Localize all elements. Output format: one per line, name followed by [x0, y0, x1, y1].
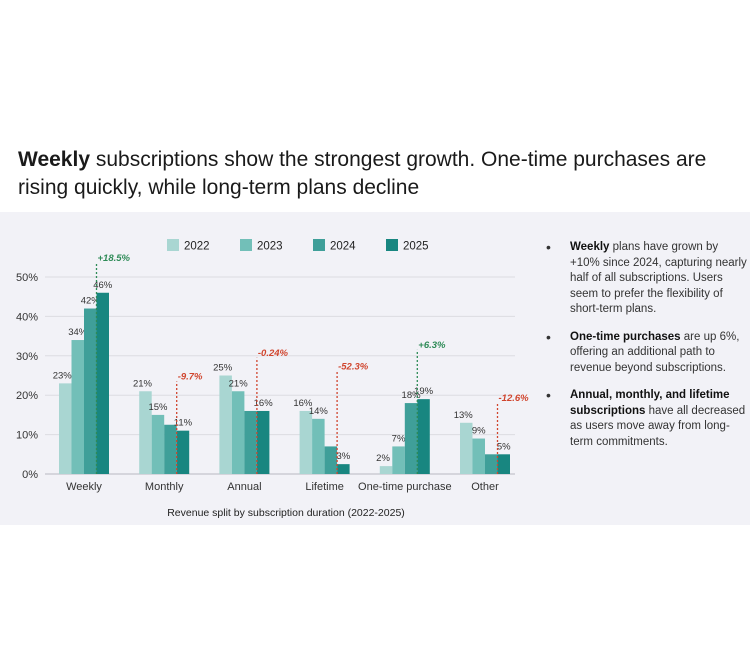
data-label: 3% — [336, 451, 350, 462]
bar-chart: 0% 10% 20% 30% 40% 50% 2022 2023 2024 2025 23% 34% 4… — [16, 239, 530, 519]
data-label: 23% — [53, 370, 73, 381]
headline: Weekly subscriptions show the strongest … — [18, 146, 718, 202]
y-tick-label: 50% — [16, 272, 38, 284]
data-label: 14% — [309, 406, 329, 417]
legend-swatch — [240, 239, 252, 251]
headline-bold: Weekly — [18, 148, 90, 171]
legend-label: 2025 — [403, 241, 429, 253]
bar — [485, 454, 498, 474]
note-long-term: • Annual, monthly, and lifetime subscript… — [543, 387, 748, 450]
data-label: 5% — [497, 441, 511, 452]
x-axis-title: Revenue split by subscription duration (… — [167, 507, 405, 519]
data-label: 2% — [376, 453, 390, 464]
change-label: -52.3% — [338, 362, 369, 373]
bullet-icon: • — [546, 239, 551, 255]
note-bold: Annual, monthly, and lifetime subscripti… — [570, 389, 730, 417]
bar — [312, 418, 325, 474]
legend-label: 2024 — [330, 241, 356, 253]
x-category-label: Annual — [227, 481, 261, 493]
data-label: 42% — [81, 296, 101, 307]
bar — [324, 446, 338, 474]
bar — [256, 410, 270, 474]
bar — [139, 391, 152, 474]
bar — [84, 308, 97, 474]
data-label: 16% — [254, 398, 274, 409]
note-text: plans have grown by +10% since 2024, cap… — [570, 241, 747, 315]
bar — [460, 422, 473, 474]
chart-panel: 0% 10% 20% 30% 40% 50% 2022 2023 2024 2025 23% 34% 4… — [0, 212, 750, 525]
data-label: 16% — [293, 398, 313, 409]
data-label: 46% — [93, 280, 113, 291]
x-category-label: Other — [471, 481, 499, 493]
x-category-label: Lifetime — [305, 481, 344, 493]
bar — [151, 414, 165, 474]
x-category-label: One-time purchase — [358, 481, 452, 493]
bar — [404, 403, 418, 474]
data-label: 7% — [392, 433, 406, 444]
note-one-time: • One-time purchases are up 6%, offering … — [543, 328, 748, 377]
y-tick-label: 10% — [16, 430, 38, 442]
legend-swatch — [313, 239, 325, 251]
change-label: +6.3% — [418, 340, 446, 351]
bar — [231, 391, 245, 474]
notes-list: • Weekly plans have grown by +10% since 2… — [543, 239, 748, 462]
data-label: 21% — [133, 378, 153, 389]
bar — [176, 430, 190, 474]
bar — [392, 446, 405, 474]
bar — [96, 292, 109, 474]
bar — [71, 340, 84, 474]
bar — [299, 410, 313, 474]
bar — [472, 438, 485, 474]
change-label: -9.7% — [178, 371, 203, 382]
bar — [164, 424, 177, 474]
y-tick-label: 0% — [22, 469, 38, 481]
data-label: 18% — [402, 390, 422, 401]
y-tick-label: 20% — [16, 390, 38, 402]
data-label: 13% — [454, 410, 474, 421]
legend-swatch — [386, 239, 398, 251]
y-tick-label: 40% — [16, 311, 38, 323]
note-text: have all decreased as users move away fr… — [570, 404, 746, 448]
bar — [417, 399, 430, 474]
change-label: +18.5% — [98, 253, 131, 264]
change-label: -12.6% — [499, 393, 530, 404]
change-label: -0.24% — [258, 348, 289, 359]
legend-label: 2023 — [257, 241, 283, 253]
data-label: 15% — [148, 402, 168, 413]
data-label: 34% — [68, 327, 88, 338]
bar — [244, 410, 257, 474]
bar — [59, 383, 72, 474]
data-label: 25% — [213, 363, 233, 374]
note-bold: One-time purchases — [570, 330, 681, 343]
y-tick-label: 30% — [16, 351, 38, 363]
headline-rest: subscriptions show the strongest growth.… — [18, 148, 707, 199]
legend-swatch — [167, 239, 179, 251]
note-weekly: • Weekly plans have grown by +10% since 2… — [543, 239, 748, 318]
data-label: 9% — [472, 426, 486, 437]
bar — [219, 375, 232, 474]
legend-label: 2022 — [184, 241, 210, 253]
bullet-icon: • — [546, 387, 551, 403]
bar — [337, 464, 350, 474]
note-text: are up 6%, offering an additional path t… — [570, 330, 740, 374]
bar — [379, 466, 393, 474]
x-category-label: Weekly — [66, 481, 102, 493]
x-category-label: Monthly — [145, 481, 184, 493]
bullet-icon: • — [546, 328, 551, 345]
note-bold: Weekly — [570, 241, 610, 253]
bar — [497, 454, 510, 474]
data-label: 21% — [229, 378, 249, 389]
data-label: 19% — [414, 386, 434, 397]
data-label: 11% — [174, 418, 193, 429]
